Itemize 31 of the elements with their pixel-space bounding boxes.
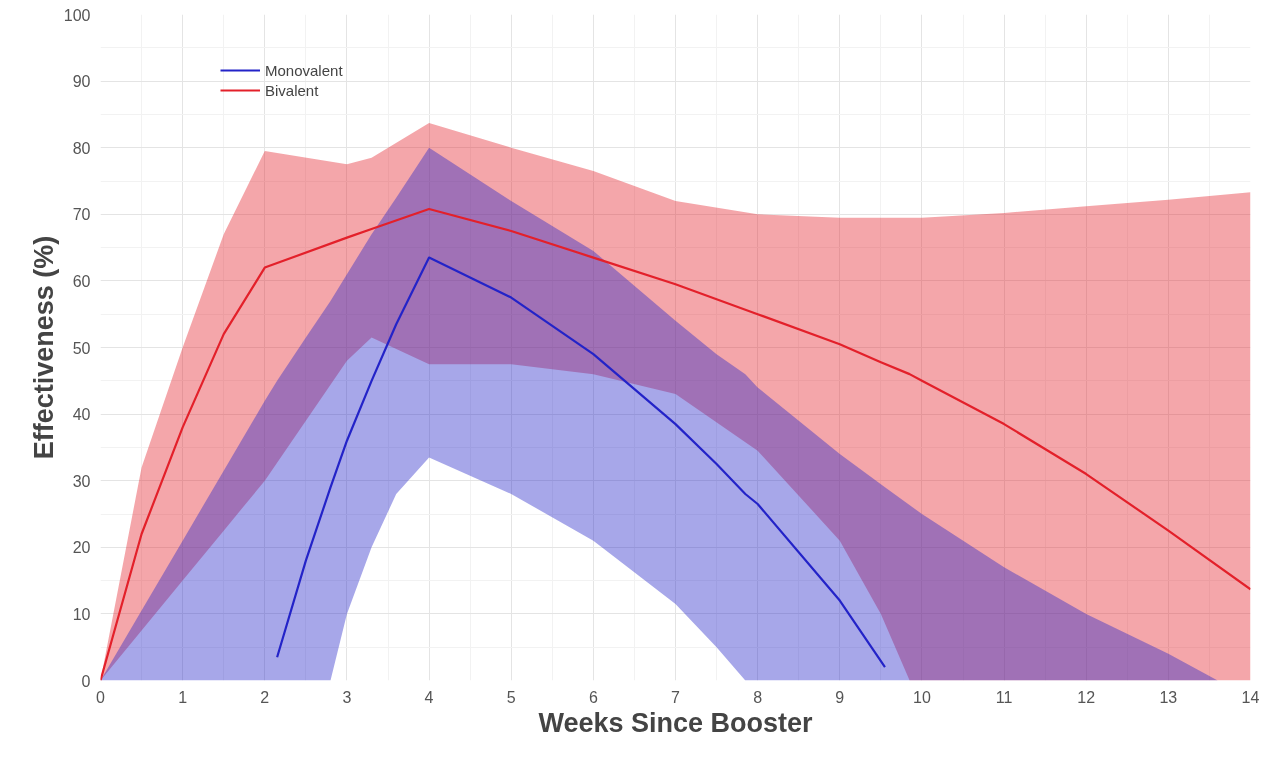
x-tick-label: 4 [424, 688, 434, 706]
x-tick-label: 13 [1159, 688, 1178, 706]
x-tick-label: 3 [342, 688, 352, 706]
y-tick-label: 90 [72, 73, 91, 91]
x-tick-label: 5 [506, 688, 516, 706]
x-tick-label: 11 [995, 688, 1013, 706]
x-tick-label: 8 [753, 688, 763, 706]
legend-label: Monovalent [265, 61, 343, 79]
x-tick-label: 12 [1077, 688, 1096, 706]
x-tick-label: 0 [96, 688, 106, 706]
y-tick-label: 0 [81, 672, 91, 690]
x-tick-label: 2 [260, 688, 270, 706]
y-tick-label: 80 [72, 139, 91, 157]
y-tick-label: 10 [72, 605, 91, 623]
legend-label: Bivalent [265, 81, 319, 99]
y-tick-label: 30 [72, 472, 91, 490]
y-tick-label: 40 [72, 406, 91, 424]
x-tick-label: 9 [835, 688, 845, 706]
x-tick-label: 14 [1241, 688, 1260, 706]
x-axis-title: Weeks Since Booster [538, 707, 814, 738]
line-series [276, 256, 887, 669]
y-tick-label: 100 [63, 6, 91, 24]
y-tick-label: 20 [72, 539, 91, 557]
y-tick-label: 50 [72, 339, 91, 357]
x-tick-label: 7 [671, 688, 681, 706]
y-tick-label: 60 [72, 272, 91, 290]
y-tick-label: 70 [72, 206, 91, 224]
x-tick-label: 6 [588, 688, 598, 706]
x-tick-label: 1 [178, 688, 188, 706]
x-tick-label: 10 [913, 688, 931, 706]
y-axis-title: Effectiveness (%) [28, 235, 59, 460]
